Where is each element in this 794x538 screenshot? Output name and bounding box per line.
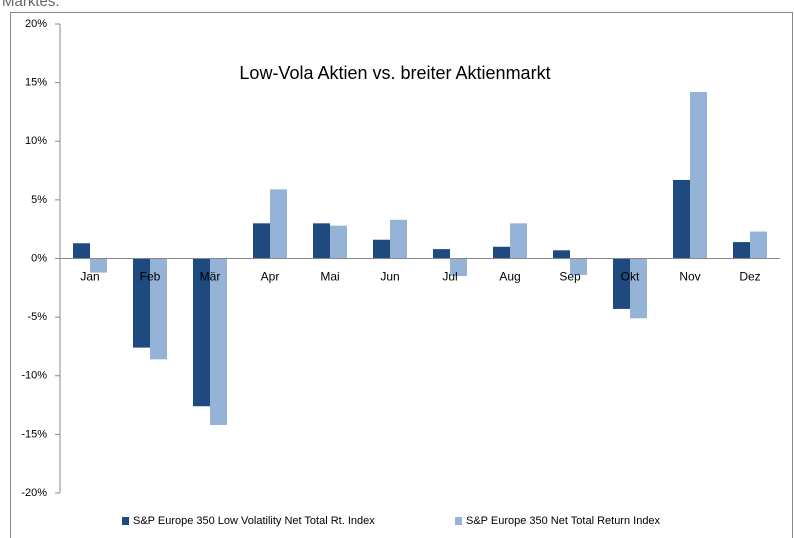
x-tick-label: Feb — [140, 270, 161, 284]
bar — [673, 179, 690, 259]
bar — [630, 258, 647, 319]
x-tick-label: Nov — [679, 270, 700, 284]
bar — [433, 249, 450, 259]
y-tick-label: 20% — [25, 18, 47, 30]
y-tick-label: 10% — [25, 135, 47, 147]
bar — [90, 258, 107, 273]
y-tick-label: -5% — [27, 311, 47, 323]
chart-title: Low-Vola Aktien vs. breiter Aktienmarkt — [239, 63, 550, 83]
y-tick-label: -15% — [21, 428, 47, 440]
y-tick-label: 15% — [25, 77, 47, 89]
bar — [733, 242, 750, 259]
bar — [193, 258, 210, 407]
bar — [390, 219, 407, 259]
x-tick-label: Jul — [442, 270, 457, 284]
bar — [73, 243, 90, 259]
y-tick-label: -20% — [21, 487, 47, 499]
legend-label: S&P Europe 350 Low Volatility Net Total … — [133, 515, 375, 527]
legend-swatch — [122, 517, 129, 525]
bar — [210, 258, 227, 425]
bar — [450, 258, 467, 277]
caption: Marktes. — [2, 0, 60, 10]
y-tick-label: 0% — [31, 252, 47, 264]
x-tick-label: Jun — [380, 270, 399, 284]
legend-label: S&P Europe 350 Net Total Return Index — [466, 515, 661, 527]
x-tick-label: Mär — [200, 270, 221, 284]
bar — [330, 225, 347, 259]
bar — [313, 223, 330, 259]
x-tick-label: Dez — [739, 270, 760, 284]
bar — [553, 250, 570, 259]
y-tick-label: -10% — [21, 370, 47, 382]
bar — [493, 246, 510, 259]
legend-swatch — [455, 517, 462, 525]
bar — [613, 258, 630, 309]
bar — [690, 92, 707, 259]
x-tick-label: Aug — [499, 270, 520, 284]
x-tick-label: Okt — [621, 270, 640, 284]
x-tick-label: Apr — [261, 270, 280, 284]
bar — [270, 189, 287, 259]
bar — [373, 239, 390, 259]
bar — [133, 258, 150, 348]
bar — [750, 231, 767, 259]
bar — [253, 223, 270, 259]
chart-frame — [10, 12, 793, 538]
bar — [510, 223, 527, 259]
x-tick-label: Mai — [320, 270, 339, 284]
bar — [570, 258, 587, 275]
y-tick-label: 5% — [31, 194, 47, 206]
x-tick-label: Sep — [559, 270, 581, 284]
x-tick-label: Jan — [80, 270, 99, 284]
bar — [150, 258, 167, 360]
